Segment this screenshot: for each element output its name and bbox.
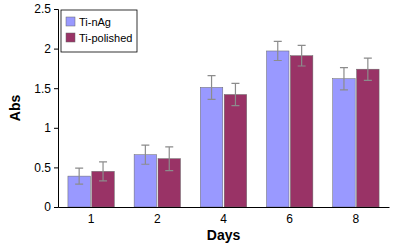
legend-label: Ti-polished: [79, 32, 132, 44]
axis-line: [59, 207, 390, 208]
tick-label: 1.5: [34, 82, 51, 96]
tick-label: 0: [44, 200, 51, 214]
tick-label: 1: [44, 121, 51, 135]
tick-label: 1: [88, 212, 95, 226]
legend: Ti-nAg Ti-polished: [61, 10, 137, 52]
tick: 2: [154, 207, 161, 226]
bar: [267, 51, 289, 207]
tick: 1: [44, 121, 58, 135]
tick: 0: [44, 200, 58, 214]
series: [92, 56, 379, 207]
legend-swatch: [66, 17, 75, 26]
tick-label: 6: [286, 212, 293, 226]
legend-frame: [61, 10, 137, 52]
x-axis-title: Days: [207, 227, 241, 243]
tick-label: 0.5: [34, 161, 51, 175]
tick-mark: [54, 167, 58, 168]
tick: 6: [286, 207, 293, 226]
error-bar: [340, 68, 348, 90]
error-bar: [99, 162, 107, 181]
error-bar: [231, 83, 239, 105]
tick: 4: [220, 207, 227, 226]
y-axis: 0 0.5 1 1.5 2 2.5: [34, 2, 58, 214]
error-bar: [364, 58, 372, 80]
error-bar: [208, 76, 216, 100]
bar: [224, 95, 246, 207]
tick-mark: [54, 207, 58, 208]
x-axis: 1 2 4 6 8: [59, 207, 390, 226]
tick-label: 4: [220, 212, 227, 226]
error-bar: [141, 145, 149, 164]
tick: 2.5: [34, 2, 58, 16]
axis-line: [54, 10, 59, 208]
error-bar: [274, 41, 282, 60]
tick: 8: [353, 207, 360, 226]
tick-label: 2: [154, 212, 161, 226]
series: [68, 51, 355, 207]
bar: [290, 56, 312, 207]
bar: [200, 87, 222, 207]
tick-label: 2: [44, 42, 51, 56]
chart: 0 0.5 1 1.5 2 2.5 1 2 4 6 8 Days Abs Ti-nAg Ti-polishe…: [0, 0, 411, 246]
tick: 1.5: [34, 82, 58, 96]
tick-label: 2.5: [34, 2, 51, 16]
tick-mark: [54, 88, 58, 89]
y-axis-title: Abs: [7, 95, 23, 122]
legend-label: Ti-nAg: [79, 16, 111, 28]
bar: [357, 69, 379, 207]
error-bars: [99, 45, 372, 180]
legend-swatch: [66, 33, 75, 42]
tick-mark: [54, 49, 58, 50]
error-bar: [298, 45, 306, 66]
tick: 0.5: [34, 161, 58, 175]
tick: 2: [44, 42, 58, 56]
plot-area: [68, 41, 379, 207]
bar: [333, 79, 355, 207]
tick-mark: [54, 9, 58, 10]
error-bar: [165, 147, 173, 171]
tick-label: 8: [353, 212, 360, 226]
tick: 1: [88, 207, 95, 226]
tick-mark: [54, 128, 58, 129]
error-bar: [75, 168, 83, 184]
